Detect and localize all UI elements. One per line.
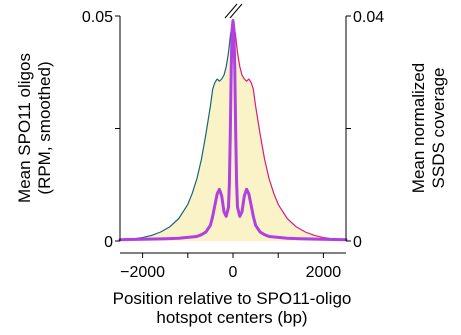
x-tick-label: 2000 (306, 264, 342, 281)
ssds-coverage-fill (120, 24, 346, 241)
y-left-axis-label: Mean SPO11 oligos (15, 53, 34, 203)
y-right-tick-label: 0 (353, 234, 362, 251)
axes-layer (115, 3, 351, 258)
series-layer (118, 19, 348, 242)
y-left-tick-label: 0 (104, 234, 113, 251)
y-left-tick-label: 0.05 (82, 9, 113, 26)
x-axis-label: Position relative to SPO11-oligo (113, 289, 352, 308)
y-right-axis-label: Mean normalized (409, 63, 428, 193)
x-axis-label: hotspot centers (bp) (156, 308, 307, 327)
axis-break-mark (229, 3, 243, 19)
y-right-tick-label: 0.04 (353, 9, 384, 26)
axis-break-mark (224, 3, 238, 19)
y-left-axis-label: (RPM, smoothed) (35, 61, 54, 194)
ssds-coverage-right-line (232, 23, 347, 241)
spo11-oligo-line (118, 19, 348, 242)
x-tick-label: −2000 (120, 264, 165, 281)
ssds-coverage-left-line (119, 23, 234, 241)
x-tick-label: 0 (229, 264, 238, 281)
coverage-fill-layer (120, 24, 346, 241)
y-right-axis-label: SSDS coverage (429, 68, 448, 189)
text-layer: 0 0.05 0 0.04 −2000 0 2000 Position relative to… (15, 9, 448, 327)
